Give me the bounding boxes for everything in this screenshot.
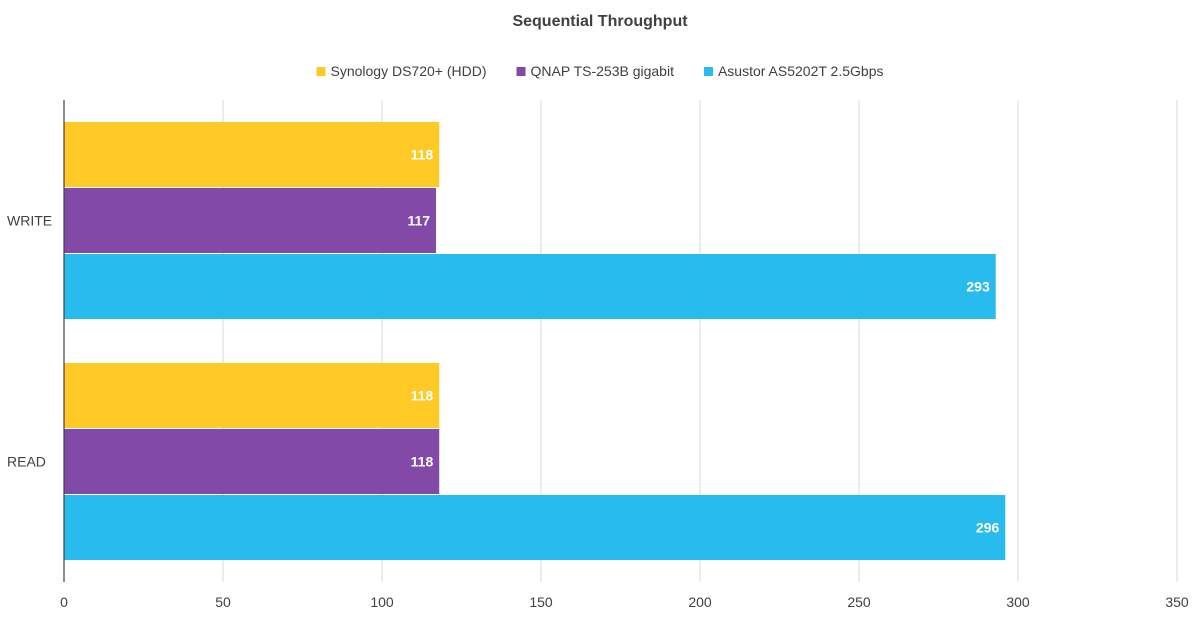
x-tick-label: 300	[1006, 594, 1030, 610]
data-label: 118	[411, 388, 434, 404]
bar	[64, 429, 440, 494]
data-label: 293	[966, 279, 990, 295]
legend-item: Asustor AS5202T 2.5Gbps	[703, 63, 884, 79]
category-label: WRITE	[7, 213, 52, 229]
category-labels: WRITE READ	[7, 213, 52, 470]
data-label: 117	[407, 213, 430, 229]
legend-swatch	[516, 67, 526, 76]
bar	[64, 254, 996, 319]
category-label: READ	[7, 454, 46, 470]
legend-label: QNAP TS-253B gigabit	[531, 63, 675, 79]
bars	[64, 122, 1006, 560]
legend-label: Asustor AS5202T 2.5Gbps	[718, 63, 884, 79]
chart-title: Sequential Throughput	[512, 13, 688, 30]
x-tick-label: 50	[215, 594, 231, 610]
x-tick-label: 150	[529, 594, 553, 610]
x-tick-label: 250	[847, 594, 871, 610]
legend-item: Synology DS720+ (HDD)	[316, 63, 487, 79]
bar	[64, 495, 1006, 560]
x-tick-label: 200	[688, 594, 712, 610]
data-label: 118	[411, 147, 434, 163]
legend-swatch	[316, 67, 326, 76]
legend-label: Synology DS720+ (HDD)	[331, 63, 487, 79]
legend-item: QNAP TS-253B gigabit	[516, 63, 675, 79]
bar	[64, 363, 440, 428]
bar	[64, 122, 440, 187]
x-axis-tick-labels: 0 50 100 150 200 250 300 350	[60, 594, 1189, 610]
legend-swatch	[703, 67, 713, 76]
data-label: 118	[411, 454, 434, 470]
data-labels: 118 117 293 118 118 296	[407, 147, 999, 536]
legend: Synology DS720+ (HDD) QNAP TS-253B gigabi…	[316, 63, 884, 79]
x-tick-label: 350	[1165, 594, 1189, 610]
data-label: 296	[976, 520, 1000, 536]
x-tick-label: 0	[60, 594, 68, 610]
x-tick-label: 100	[370, 594, 394, 610]
bar	[64, 188, 437, 253]
